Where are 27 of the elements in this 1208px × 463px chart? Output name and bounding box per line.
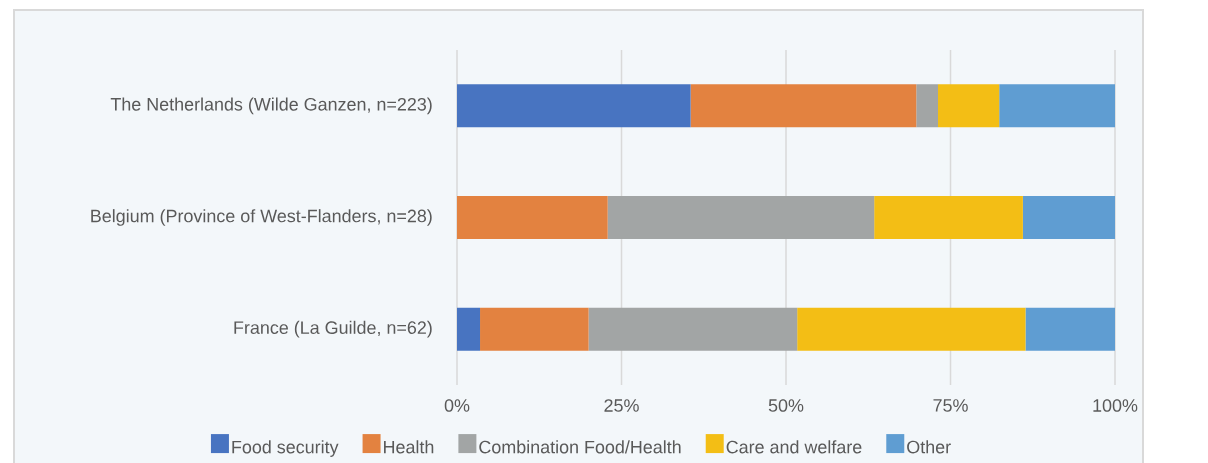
bar bbox=[1025, 307, 1116, 351]
x-tick-label: 75% bbox=[933, 399, 968, 412]
y-tick-label: France (La Guilde, n=62) bbox=[234, 320, 432, 338]
x-tick-label: 0% bbox=[444, 399, 470, 412]
bar bbox=[1022, 195, 1116, 239]
bar bbox=[874, 195, 1023, 239]
bar bbox=[690, 84, 917, 128]
legend-label: Care and welfare bbox=[726, 440, 862, 454]
legend-label: Other bbox=[907, 440, 951, 454]
bar bbox=[999, 84, 1116, 128]
bar bbox=[916, 84, 938, 128]
bar bbox=[457, 84, 691, 128]
bar bbox=[457, 195, 608, 239]
legend-label: Health bbox=[384, 440, 434, 454]
legend-label: Food security bbox=[232, 440, 339, 457]
x-tick-label: 100% bbox=[1093, 399, 1138, 412]
bar bbox=[588, 307, 798, 351]
y-tick-label: The Netherlands (Wilde Ganzen, n=223) bbox=[110, 97, 432, 115]
x-tick-label: 50% bbox=[768, 399, 804, 412]
bar bbox=[797, 307, 1026, 351]
bar bbox=[457, 307, 481, 351]
legend-label: Combination Food/Health bbox=[479, 440, 681, 454]
bar bbox=[480, 307, 589, 351]
bar bbox=[938, 84, 1000, 128]
bar bbox=[607, 195, 875, 239]
x-tick-label: 25% bbox=[604, 399, 639, 412]
y-tick-label: Belgium (Province of West-Flanders, n=28) bbox=[91, 209, 432, 226]
